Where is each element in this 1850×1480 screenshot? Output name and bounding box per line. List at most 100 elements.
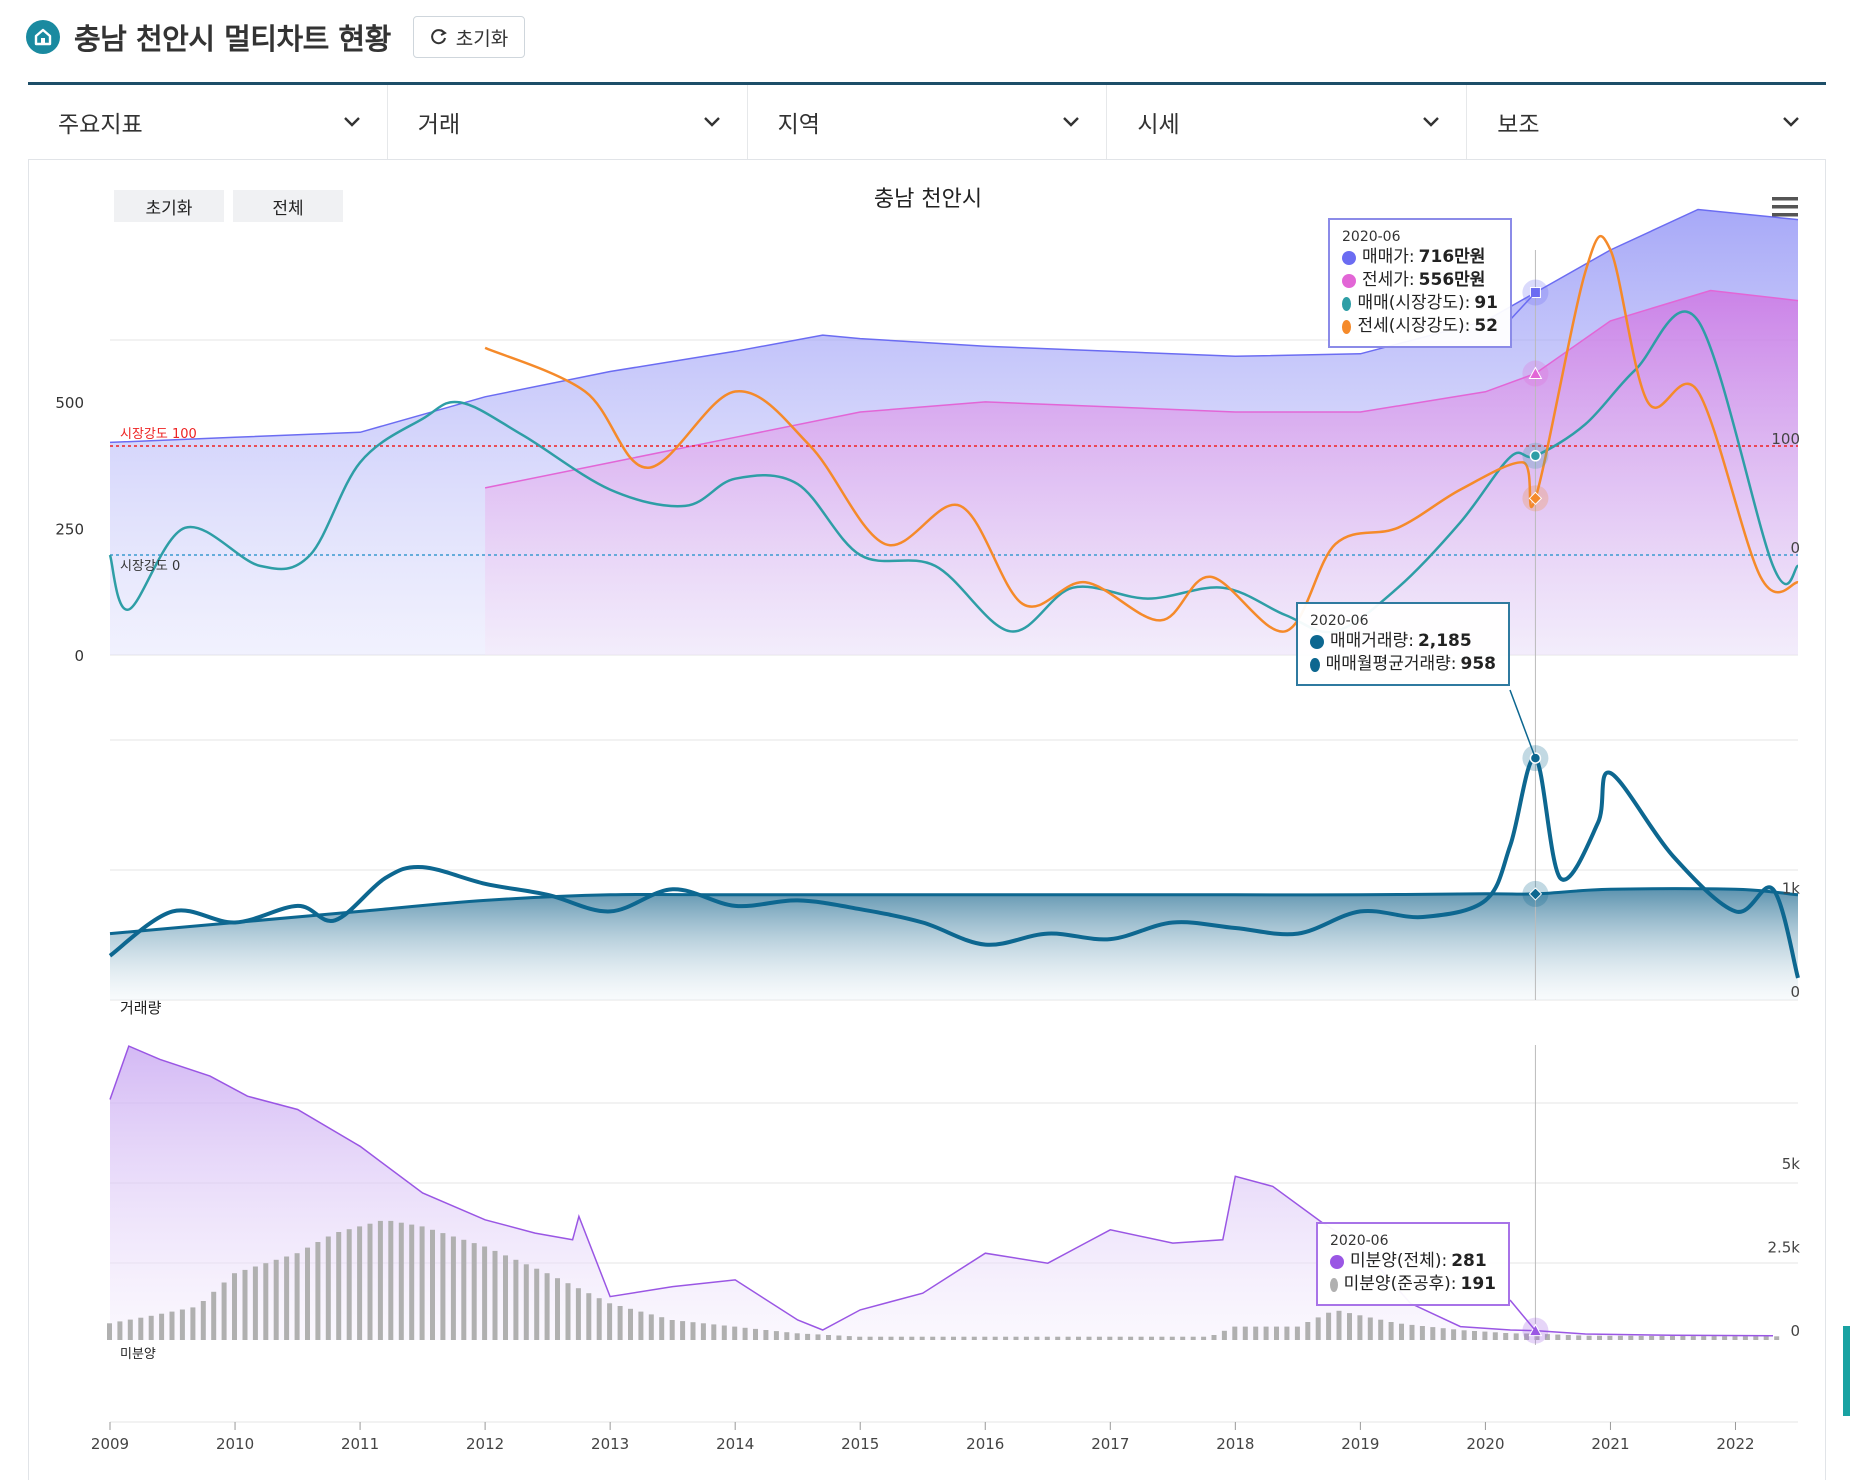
unsold-completed-bar	[1086, 1336, 1092, 1340]
unsold-completed-bar	[127, 1319, 133, 1340]
unsold-completed-bar	[117, 1321, 123, 1340]
unsold-completed-bar	[1617, 1335, 1623, 1340]
home-icon[interactable]	[26, 20, 60, 54]
x-tick-label: 2019	[1341, 1435, 1379, 1453]
chart-reset-button[interactable]: 초기화	[114, 190, 224, 222]
menu-label: 거래	[417, 112, 461, 138]
unsold-completed-bar	[190, 1307, 196, 1340]
unsold-completed-bar	[951, 1336, 956, 1340]
tooltip-connector	[1509, 689, 1537, 759]
unsold-completed-bar	[1023, 1336, 1029, 1340]
side-panel-tab[interactable]	[1843, 1326, 1850, 1416]
unsold-completed-bar	[1440, 1328, 1446, 1340]
unsold-completed-bar	[211, 1291, 217, 1340]
unsold-completed-bar	[565, 1283, 571, 1340]
unsold-completed-bar	[1753, 1336, 1759, 1340]
unsold-completed-bar	[242, 1269, 248, 1340]
unsold-completed-bar	[1763, 1336, 1769, 1340]
unsold-tooltip: 2020-06 미분양(전체):281 미분양(준공후):191	[1316, 1222, 1510, 1306]
unsold-completed-bar	[107, 1323, 112, 1340]
jeonse-price-line	[484, 289, 1799, 489]
x-tick-label: 2015	[841, 1435, 879, 1453]
unsold-completed-bar	[1149, 1336, 1154, 1340]
unsold-completed-bar	[648, 1314, 654, 1340]
unsold-completed-bar	[898, 1336, 904, 1340]
menu-auxiliary[interactable]: 보조	[1467, 85, 1826, 159]
unsold-completed-bar	[763, 1330, 769, 1340]
menu-main-indicators[interactable]: 주요지표	[28, 85, 388, 159]
unsold-completed-bar	[284, 1256, 290, 1340]
unsold-completed-bar	[669, 1320, 675, 1340]
tooltip-date: 2020-06	[1310, 613, 1369, 629]
chevron-down-icon	[343, 117, 360, 127]
unsold-completed-bar	[638, 1311, 644, 1340]
tooltip-row: 미분양(전체):281	[1330, 1250, 1496, 1273]
hover-marker	[1528, 887, 1543, 901]
unsold-completed-bar	[971, 1336, 977, 1340]
unsold-completed-bar	[1076, 1336, 1081, 1340]
unsold-completed-bar	[1013, 1336, 1019, 1340]
tooltip-row: 매매거래량:2,185	[1310, 630, 1496, 653]
tooltip-row: 전세가:556만원	[1342, 269, 1498, 292]
menu-price[interactable]: 시세	[1107, 85, 1468, 159]
unsold-completed-bar	[503, 1255, 508, 1340]
unsold-completed-bar	[440, 1233, 446, 1340]
unsold-completed-bar	[575, 1288, 581, 1340]
unsold-completed-bar	[596, 1298, 602, 1340]
menu-transactions[interactable]: 거래	[388, 85, 748, 159]
unsold-completed-bar	[1701, 1336, 1707, 1340]
unsold-completed-bar	[1680, 1336, 1686, 1340]
unsold-completed-bar	[1607, 1335, 1613, 1340]
unsold-completed-bar	[148, 1315, 154, 1340]
unsold-completed-bar	[367, 1223, 373, 1340]
unsold-completed-bar	[1503, 1333, 1509, 1340]
y-tick-label: 500	[55, 394, 84, 412]
unsold-completed-bar	[513, 1259, 519, 1340]
unsold-completed-bar	[867, 1336, 873, 1340]
unsold-completed-bar	[1544, 1334, 1550, 1340]
hamburger-menu-icon[interactable]	[1772, 197, 1798, 217]
unsold-completed-bar	[555, 1278, 560, 1340]
unsold-completed-bar	[1274, 1326, 1279, 1340]
unsold-completed-bar	[1451, 1329, 1457, 1340]
unsold-completed-bar	[232, 1273, 237, 1340]
unsold-completed-bar	[742, 1327, 748, 1340]
unsold-completed-bar	[721, 1325, 727, 1340]
hover-marker	[1529, 450, 1542, 462]
unsold-completed-bar	[732, 1326, 738, 1340]
menu-region[interactable]: 지역	[748, 85, 1108, 159]
unsold-completed-bar	[1492, 1332, 1498, 1340]
y-right-tick-label: 2.5k	[1767, 1239, 1800, 1257]
unsold-completed-bar	[982, 1336, 988, 1340]
chart-all-button[interactable]: 전체	[233, 190, 343, 222]
y-right-tick-label: 0	[1790, 983, 1800, 1001]
chevron-down-icon	[1783, 117, 1799, 127]
unsold-completed-bar	[221, 1282, 227, 1340]
menu-label: 시세	[1137, 112, 1180, 138]
unsold-completed-bar	[1670, 1336, 1675, 1340]
unsold-completed-bar	[1534, 1333, 1540, 1340]
unsold-completed-bar	[1221, 1330, 1227, 1340]
strength-100-label: 시장강도 100	[120, 427, 197, 442]
unsold-completed-bar	[1555, 1334, 1561, 1340]
unsold-completed-bar	[346, 1229, 352, 1340]
unsold-completed-bar	[1169, 1336, 1175, 1340]
x-tick-label: 2021	[1591, 1435, 1629, 1453]
unsold-completed-bar	[1742, 1336, 1748, 1340]
tooltip-row: 매매가:716만원	[1342, 246, 1498, 269]
unsold-completed-bar	[1159, 1336, 1165, 1340]
unsold-completed-bar	[1513, 1333, 1519, 1340]
unsold-completed-bar	[1732, 1336, 1738, 1340]
unsold-completed-bar	[305, 1247, 310, 1340]
unsold-completed-bar	[1659, 1336, 1665, 1340]
page-title: 충남 천안시 멀티차트 현황	[74, 22, 391, 56]
reset-button[interactable]: 초기화	[412, 16, 526, 58]
unsold-completed-bar	[878, 1336, 884, 1340]
unsold-completed-bar	[1711, 1336, 1717, 1340]
tooltip-row: 전세(시장강도):52	[1342, 315, 1498, 338]
unsold-completed-bar	[1597, 1335, 1602, 1340]
unsold-completed-bar	[1722, 1336, 1728, 1340]
chevron-down-icon	[1063, 117, 1080, 127]
unsold-completed-bar	[336, 1232, 342, 1340]
unsold-completed-bar	[1180, 1336, 1186, 1340]
